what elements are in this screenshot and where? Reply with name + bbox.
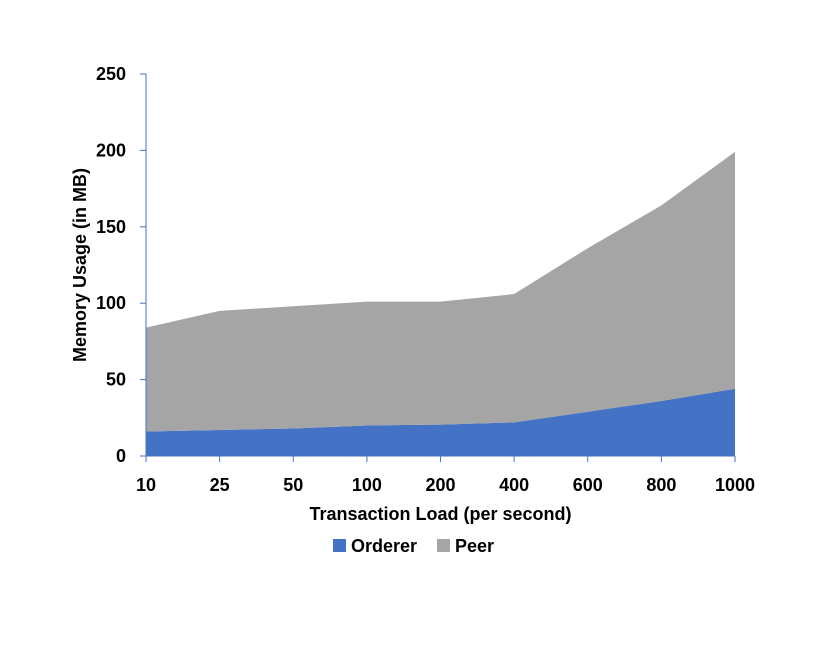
legend-label-orderer: Orderer <box>351 536 417 556</box>
y-tick-label: 250 <box>96 64 126 84</box>
x-tick-label: 50 <box>283 475 303 495</box>
legend-label-peer: Peer <box>455 536 494 556</box>
x-tick-label: 800 <box>646 475 676 495</box>
x-tick-label: 100 <box>352 475 382 495</box>
x-tick-label: 400 <box>499 475 529 495</box>
x-tick-label: 25 <box>210 475 230 495</box>
y-axis-ticks: 0 50 100 150 200 250 <box>96 64 146 466</box>
legend-swatch-peer <box>437 539 450 552</box>
x-tick-label: 10 <box>136 475 156 495</box>
y-axis-title: Memory Usage (in MB) <box>70 168 90 362</box>
legend-swatch-orderer <box>333 539 346 552</box>
x-axis-ticks: 10 25 50 100 200 400 600 800 1000 <box>136 456 755 495</box>
y-tick-label: 150 <box>96 217 126 237</box>
legend: Orderer Peer <box>333 536 494 556</box>
area-series-peer <box>146 151 735 432</box>
x-tick-label: 1000 <box>715 475 755 495</box>
y-tick-label: 50 <box>106 370 126 390</box>
y-tick-label: 100 <box>96 293 126 313</box>
y-tick-label: 200 <box>96 140 126 160</box>
x-axis-title: Transaction Load (per second) <box>309 504 571 524</box>
plot-area <box>146 151 735 456</box>
x-tick-label: 200 <box>425 475 455 495</box>
y-tick-label: 0 <box>116 446 126 466</box>
x-tick-label: 600 <box>573 475 603 495</box>
area-series-orderer <box>146 388 735 456</box>
